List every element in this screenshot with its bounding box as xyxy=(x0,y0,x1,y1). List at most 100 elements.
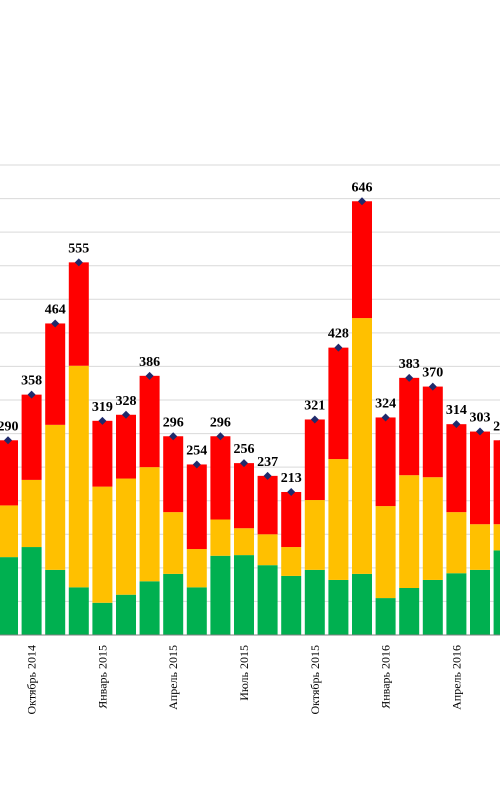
x-tick-label: Июль 2015 xyxy=(237,645,251,701)
bar-segment xyxy=(186,464,207,550)
total-marker xyxy=(169,432,178,441)
total-marker xyxy=(381,413,390,422)
x-tick-label: Январь 2015 xyxy=(95,645,109,709)
bar-segment xyxy=(328,579,349,635)
bar-segment xyxy=(186,549,207,588)
bar-segment xyxy=(21,547,42,635)
bar-segment xyxy=(493,440,500,525)
bar-segment xyxy=(281,491,302,548)
total-marker xyxy=(51,319,60,328)
bar-segment xyxy=(234,528,254,556)
bar-segment xyxy=(470,569,490,635)
total-marker xyxy=(476,427,484,436)
bar-segment xyxy=(68,587,89,635)
bar-segment xyxy=(210,555,231,635)
total-label: 370 xyxy=(422,366,443,381)
bar-segment xyxy=(470,524,490,570)
bar-segment xyxy=(352,573,372,635)
bar-segment xyxy=(352,318,372,574)
x-tick-label: Октябрь 2014 xyxy=(25,645,39,715)
total-marker xyxy=(310,415,319,424)
total-label: 296 xyxy=(210,415,231,430)
bar-segment xyxy=(281,575,302,635)
bar-segment xyxy=(446,512,467,574)
total-marker xyxy=(405,373,414,382)
bar-segment xyxy=(399,377,420,476)
total-marker xyxy=(192,460,201,469)
total-label: 555 xyxy=(68,241,89,256)
bar-segment xyxy=(68,262,89,366)
x-tick-label: Октябрь 2015 xyxy=(308,645,322,715)
total-marker xyxy=(27,390,36,399)
bar-segment xyxy=(92,486,113,603)
bar-segment xyxy=(375,598,396,635)
bar-segment xyxy=(45,569,66,635)
bar-segment xyxy=(92,602,113,635)
bar-segment xyxy=(139,581,160,635)
total-label: 290 xyxy=(493,419,500,434)
total-label: 646 xyxy=(352,180,373,195)
bar-segment xyxy=(257,565,278,635)
bar-segment xyxy=(116,414,136,479)
bar-segment xyxy=(304,500,325,570)
total-label: 328 xyxy=(116,394,137,409)
x-tick-label: Апрель 2015 xyxy=(166,645,180,710)
bar-segment xyxy=(116,478,136,595)
bar-segment xyxy=(493,524,500,551)
total-marker xyxy=(122,410,130,419)
x-tick-label: Январь 2016 xyxy=(379,645,393,709)
total-marker xyxy=(145,371,154,380)
total-marker xyxy=(334,343,343,352)
bar-segment xyxy=(68,365,89,588)
bar-segment xyxy=(0,440,18,506)
bar-segment xyxy=(186,587,207,635)
total-label: 386 xyxy=(139,355,160,370)
total-marker xyxy=(98,416,107,425)
bar-segment xyxy=(446,424,467,513)
bar-segment xyxy=(0,505,18,558)
bar-segment xyxy=(399,475,420,588)
bar-segment xyxy=(257,475,278,535)
bar-segment xyxy=(422,477,443,580)
bar-segment xyxy=(139,375,160,468)
total-marker xyxy=(428,382,437,391)
bar-segment xyxy=(163,573,184,635)
total-marker xyxy=(4,436,12,445)
bar-segment xyxy=(375,417,396,507)
x-tick-label: Апрель 2016 xyxy=(449,645,463,710)
total-marker xyxy=(74,258,83,267)
bar-segment xyxy=(304,419,325,501)
total-label: 237 xyxy=(257,455,278,470)
total-label: 324 xyxy=(375,396,396,411)
total-label: 213 xyxy=(281,471,302,486)
total-marker xyxy=(452,420,461,429)
total-marker xyxy=(216,432,225,441)
total-label: 314 xyxy=(446,403,467,418)
total-label: 321 xyxy=(304,398,325,413)
total-marker xyxy=(358,197,366,206)
bar-segment xyxy=(352,201,372,319)
total-label: 428 xyxy=(328,327,349,342)
bar-segment xyxy=(470,431,490,525)
bar-segment xyxy=(422,579,443,635)
bar-segment xyxy=(45,424,66,570)
bar-segment xyxy=(281,547,302,576)
total-marker xyxy=(263,471,272,480)
bar-segment xyxy=(399,588,420,635)
bar-segment xyxy=(446,573,467,635)
bar-segment xyxy=(234,463,254,529)
total-label: 296 xyxy=(163,415,184,430)
bar-segment xyxy=(493,550,500,635)
bar-segment xyxy=(21,479,42,548)
total-label: 254 xyxy=(186,443,207,458)
total-label: 358 xyxy=(21,374,42,389)
total-label: 303 xyxy=(470,411,491,426)
total-label: 319 xyxy=(92,400,113,415)
total-label: 290 xyxy=(0,419,19,434)
bar-segment xyxy=(375,506,396,599)
bar-segment xyxy=(234,555,254,635)
bar-segment xyxy=(139,467,160,582)
bar-segment xyxy=(257,534,278,566)
total-marker xyxy=(287,487,296,496)
total-label: 256 xyxy=(234,442,255,457)
